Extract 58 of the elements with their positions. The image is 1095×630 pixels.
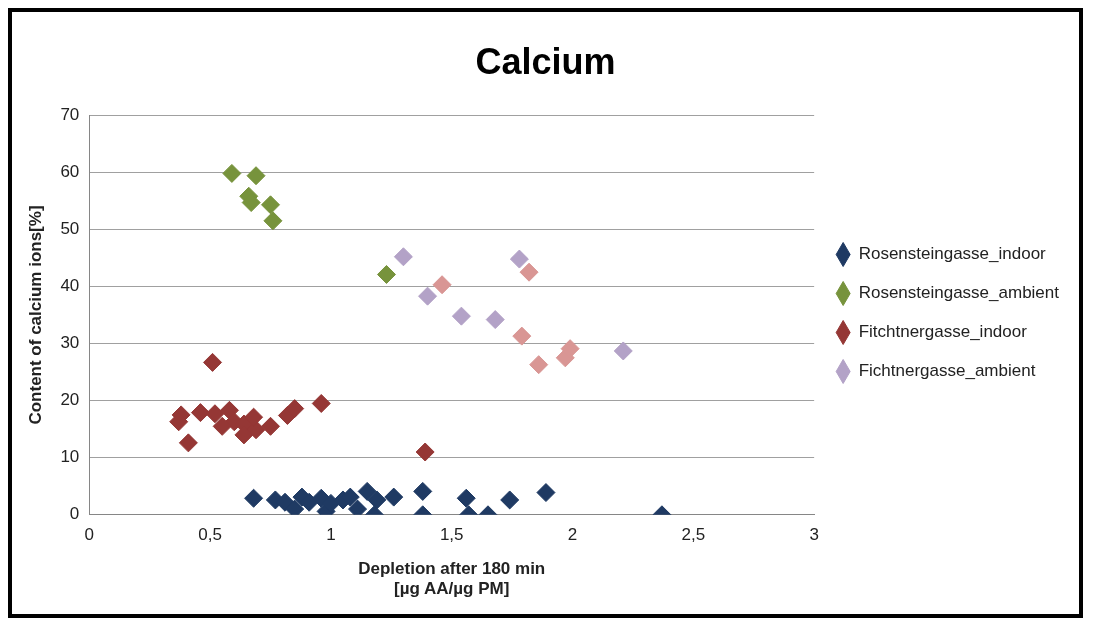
point [519, 262, 539, 282]
point [485, 310, 505, 330]
point [178, 433, 198, 453]
legend-label: Rosensteingasse_ambient [858, 283, 1060, 303]
point [367, 490, 387, 510]
x-tick-label: 0,5 [198, 524, 222, 544]
point [512, 326, 532, 346]
point [451, 306, 471, 326]
point [415, 442, 435, 462]
point [357, 481, 377, 501]
legend-label: Fichtnergasse_ambient [858, 361, 1036, 381]
point [222, 163, 242, 183]
point [529, 355, 549, 375]
point [432, 275, 452, 295]
point [261, 195, 281, 215]
x-axis-title: Depletion after 180 min [µg AA/µg PM] [358, 559, 546, 599]
x-tick-label: 0 [84, 524, 95, 544]
x-tick-label: 2 [567, 524, 578, 544]
x-tick-label: 2,5 [681, 524, 706, 544]
point [560, 339, 580, 359]
point [219, 400, 239, 420]
point [500, 490, 520, 510]
y-tick-label: 60 [60, 161, 80, 181]
y-tick-label: 70 [60, 104, 80, 124]
point [456, 488, 476, 508]
point [244, 407, 264, 427]
point [203, 352, 223, 372]
point [190, 403, 210, 423]
y-tick-label: 50 [60, 219, 80, 239]
y-tick-label: 10 [60, 447, 80, 467]
y-tick-label: 20 [60, 390, 80, 410]
point [393, 247, 413, 267]
x-tick-label: 1,5 [439, 524, 464, 544]
point [244, 488, 264, 508]
y-tick-label: 0 [69, 504, 80, 524]
point [285, 399, 305, 419]
point [261, 416, 281, 436]
point [321, 493, 341, 513]
point [246, 166, 266, 186]
point [263, 211, 283, 231]
point [413, 481, 433, 501]
point [384, 487, 404, 507]
point [212, 416, 232, 436]
legend-label: Rosensteingasse_indoor [858, 244, 1047, 264]
point [613, 341, 633, 361]
point [536, 483, 556, 503]
point [509, 249, 529, 269]
y-axis-title: Content of calcium ions[%] [25, 205, 45, 425]
point [311, 393, 331, 413]
point [418, 286, 438, 306]
y-tick-label: 40 [60, 276, 80, 296]
y-tick-label: 30 [60, 333, 80, 353]
legend-label: Fitchtnergasse_indoor [858, 322, 1028, 342]
chart-title: Calcium [475, 40, 616, 82]
point [205, 404, 225, 424]
x-tick-label: 1 [326, 524, 336, 544]
x-tick-label: 3 [809, 524, 819, 544]
point [377, 264, 396, 284]
